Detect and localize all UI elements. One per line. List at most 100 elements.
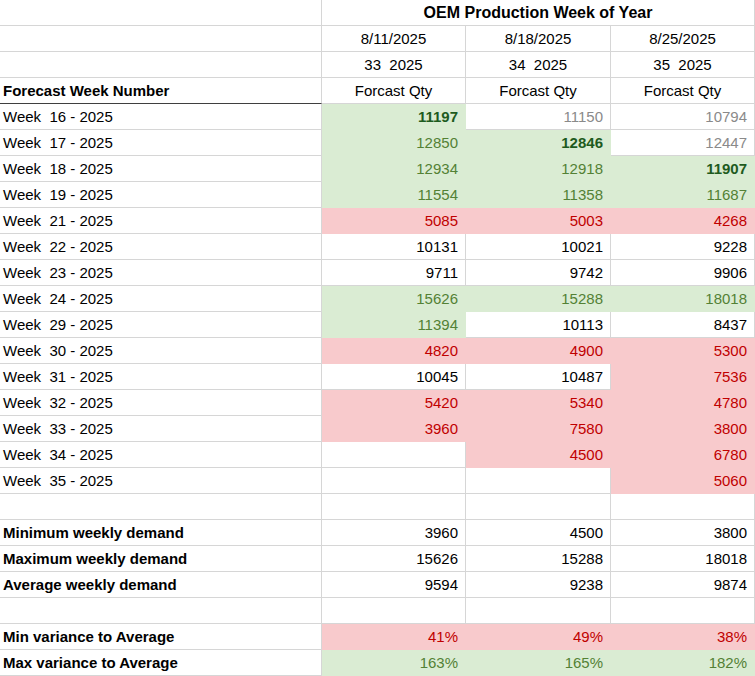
value-cell[interactable]: 9238 bbox=[466, 572, 611, 598]
value-cell[interactable]: 11150 bbox=[466, 104, 611, 130]
value-cell[interactable]: 11907 bbox=[611, 156, 755, 182]
value-cell[interactable]: 18018 bbox=[611, 286, 755, 312]
value-cell[interactable]: 5085 bbox=[322, 208, 466, 234]
value-cell[interactable]: 4900 bbox=[466, 338, 611, 364]
value-cell[interactable]: 8437 bbox=[611, 312, 755, 338]
empty-cell[interactable] bbox=[0, 26, 322, 52]
value-cell[interactable]: 49% bbox=[466, 624, 611, 650]
value-cell[interactable]: 163% bbox=[322, 650, 466, 676]
value-cell[interactable]: 10021 bbox=[466, 234, 611, 260]
row-label[interactable]: Max variance to Average bbox=[0, 650, 322, 676]
value-cell[interactable]: 4268 bbox=[611, 208, 755, 234]
row-label[interactable]: Min variance to Average bbox=[0, 624, 322, 650]
row-header-label[interactable]: Forecast Week Number bbox=[0, 78, 322, 104]
row-label[interactable]: Week 32 - 2025 bbox=[0, 390, 322, 416]
value-cell[interactable]: 4780 bbox=[611, 390, 755, 416]
value-cell[interactable]: 5420 bbox=[322, 390, 466, 416]
value-cell[interactable]: 3960 bbox=[322, 416, 466, 442]
value-cell[interactable]: 3800 bbox=[611, 520, 755, 546]
value-cell[interactable]: 10794 bbox=[611, 104, 755, 130]
row-label[interactable]: Week 16 - 2025 bbox=[0, 104, 322, 130]
value-cell[interactable]: 7536 bbox=[611, 364, 755, 390]
value-cell[interactable]: 9594 bbox=[322, 572, 466, 598]
value-cell[interactable]: 7580 bbox=[466, 416, 611, 442]
week-id-cell[interactable]: 33 2025 bbox=[322, 52, 466, 78]
value-cell[interactable]: 11197 bbox=[322, 104, 466, 130]
row-label[interactable]: Week 19 - 2025 bbox=[0, 182, 322, 208]
date-cell[interactable]: 8/11/2025 bbox=[322, 26, 466, 52]
week-id-cell[interactable]: 35 2025 bbox=[611, 52, 755, 78]
qty-header-cell[interactable]: Forcast Qty bbox=[322, 78, 466, 104]
value-cell[interactable]: 15288 bbox=[466, 286, 611, 312]
value-cell[interactable]: 15288 bbox=[466, 546, 611, 572]
row-label[interactable]: Week 29 - 2025 bbox=[0, 312, 322, 338]
value-cell[interactable]: 41% bbox=[322, 624, 466, 650]
qty-header-cell[interactable]: Forcast Qty bbox=[466, 78, 611, 104]
row-label[interactable]: Week 23 - 2025 bbox=[0, 260, 322, 286]
value-cell[interactable]: 10487 bbox=[466, 364, 611, 390]
value-cell[interactable] bbox=[611, 598, 755, 624]
value-cell[interactable]: 10113 bbox=[466, 312, 611, 338]
value-cell[interactable]: 5060 bbox=[611, 468, 755, 494]
value-cell[interactable]: 15626 bbox=[322, 546, 466, 572]
row-label[interactable]: Week 17 - 2025 bbox=[0, 130, 322, 156]
value-cell[interactable]: 182% bbox=[611, 650, 755, 676]
value-cell[interactable] bbox=[466, 468, 611, 494]
row-label[interactable] bbox=[0, 598, 322, 624]
value-cell[interactable]: 3800 bbox=[611, 416, 755, 442]
week-id-cell[interactable]: 34 2025 bbox=[466, 52, 611, 78]
value-cell[interactable]: 9228 bbox=[611, 234, 755, 260]
value-cell[interactable] bbox=[466, 494, 611, 520]
value-cell[interactable] bbox=[466, 598, 611, 624]
value-cell[interactable]: 9906 bbox=[611, 260, 755, 286]
value-cell[interactable]: 12850 bbox=[322, 130, 466, 156]
date-cell[interactable]: 8/18/2025 bbox=[466, 26, 611, 52]
value-cell[interactable]: 165% bbox=[466, 650, 611, 676]
value-cell[interactable] bbox=[322, 468, 466, 494]
value-cell[interactable]: 5003 bbox=[466, 208, 611, 234]
corner-cell[interactable] bbox=[0, 0, 322, 26]
value-cell[interactable]: 5300 bbox=[611, 338, 755, 364]
row-label[interactable]: Maximum weekly demand bbox=[0, 546, 322, 572]
value-cell[interactable]: 9742 bbox=[466, 260, 611, 286]
date-cell[interactable]: 8/25/2025 bbox=[611, 26, 755, 52]
value-cell[interactable]: 11554 bbox=[322, 182, 466, 208]
value-cell[interactable] bbox=[611, 494, 755, 520]
row-label[interactable]: Week 18 - 2025 bbox=[0, 156, 322, 182]
value-cell[interactable]: 3960 bbox=[322, 520, 466, 546]
value-cell[interactable]: 10045 bbox=[322, 364, 466, 390]
value-cell[interactable]: 9874 bbox=[611, 572, 755, 598]
value-cell[interactable]: 6780 bbox=[611, 442, 755, 468]
value-cell[interactable]: 38% bbox=[611, 624, 755, 650]
row-label[interactable]: Minimum weekly demand bbox=[0, 520, 322, 546]
value-cell[interactable]: 11687 bbox=[611, 182, 755, 208]
qty-header-cell[interactable]: Forcast Qty bbox=[611, 78, 755, 104]
table-title[interactable]: OEM Production Week of Year bbox=[322, 0, 755, 26]
value-cell[interactable] bbox=[322, 494, 466, 520]
row-label[interactable]: Week 24 - 2025 bbox=[0, 286, 322, 312]
value-cell[interactable] bbox=[322, 598, 466, 624]
row-label[interactable]: Week 33 - 2025 bbox=[0, 416, 322, 442]
row-label[interactable]: Week 22 - 2025 bbox=[0, 234, 322, 260]
value-cell[interactable]: 12934 bbox=[322, 156, 466, 182]
row-label[interactable]: Week 21 - 2025 bbox=[0, 208, 322, 234]
value-cell[interactable]: 11394 bbox=[322, 312, 466, 338]
row-label[interactable]: Week 30 - 2025 bbox=[0, 338, 322, 364]
row-label[interactable]: Week 35 - 2025 bbox=[0, 468, 322, 494]
value-cell[interactable]: 12447 bbox=[611, 130, 755, 156]
value-cell[interactable]: 12846 bbox=[466, 130, 611, 156]
value-cell[interactable]: 4500 bbox=[466, 520, 611, 546]
value-cell[interactable]: 5340 bbox=[466, 390, 611, 416]
value-cell[interactable]: 10131 bbox=[322, 234, 466, 260]
value-cell[interactable] bbox=[322, 442, 466, 468]
value-cell[interactable]: 15626 bbox=[322, 286, 466, 312]
row-label[interactable]: Week 31 - 2025 bbox=[0, 364, 322, 390]
value-cell[interactable]: 11358 bbox=[466, 182, 611, 208]
value-cell[interactable]: 4500 bbox=[466, 442, 611, 468]
value-cell[interactable]: 9711 bbox=[322, 260, 466, 286]
row-label[interactable]: Week 34 - 2025 bbox=[0, 442, 322, 468]
empty-cell[interactable] bbox=[0, 52, 322, 78]
value-cell[interactable]: 18018 bbox=[611, 546, 755, 572]
value-cell[interactable]: 12918 bbox=[466, 156, 611, 182]
row-label[interactable] bbox=[0, 494, 322, 520]
